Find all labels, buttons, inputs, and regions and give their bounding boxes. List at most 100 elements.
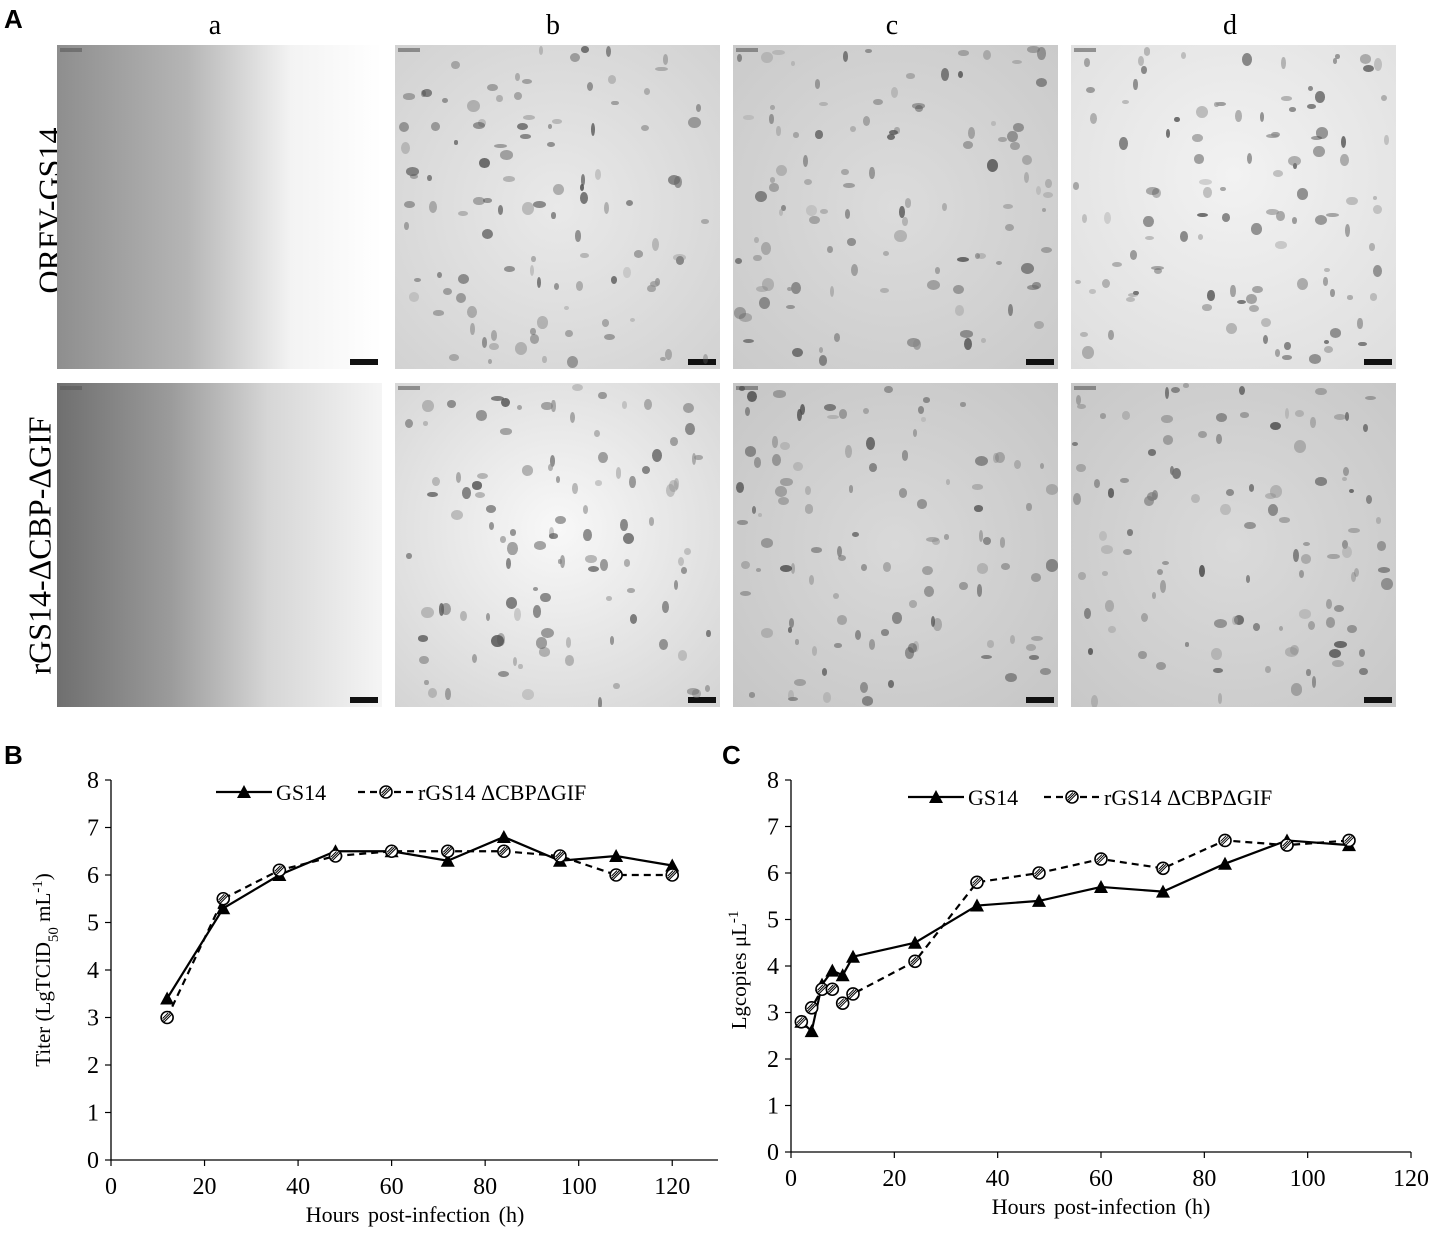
cell-speck bbox=[1201, 304, 1213, 312]
cell-speck bbox=[668, 175, 681, 186]
cell-speck bbox=[421, 606, 434, 619]
cell-speck bbox=[1014, 459, 1022, 470]
scale-bar bbox=[688, 359, 716, 365]
scale-bar bbox=[1026, 697, 1054, 703]
cell-speck bbox=[905, 72, 916, 79]
marker-triangle bbox=[970, 898, 984, 912]
cell-speck bbox=[1284, 408, 1289, 420]
cell-speck bbox=[1267, 504, 1279, 517]
cell-speck bbox=[1358, 667, 1368, 676]
cell-speck bbox=[1133, 78, 1138, 90]
x-tick-label: 80 bbox=[1192, 1166, 1216, 1192]
cell-speck bbox=[665, 349, 672, 360]
cell-speck bbox=[579, 183, 584, 191]
cell-speck bbox=[1375, 517, 1382, 524]
cell-speck bbox=[1108, 330, 1114, 341]
y-tick-label: 4 bbox=[87, 958, 99, 984]
cell-speck bbox=[652, 449, 663, 462]
cell-speck bbox=[1263, 334, 1269, 345]
cell-speck bbox=[622, 532, 635, 545]
cell-speck bbox=[945, 479, 950, 486]
marker-circle bbox=[908, 954, 922, 969]
cell-speck bbox=[1184, 642, 1190, 647]
cell-speck bbox=[822, 691, 832, 704]
cell-speck bbox=[1072, 181, 1080, 190]
cell-speck bbox=[1080, 331, 1088, 337]
cell-speck bbox=[981, 337, 987, 344]
cell-speck bbox=[1293, 162, 1298, 170]
cell-speck bbox=[1284, 647, 1298, 657]
cell-speck bbox=[487, 83, 499, 91]
marker-circle bbox=[497, 844, 511, 859]
cell-speck bbox=[761, 628, 773, 638]
x-tick-label: 40 bbox=[286, 1174, 310, 1200]
cell-speck bbox=[779, 441, 790, 451]
cell-speck bbox=[1089, 112, 1098, 125]
cell-speck bbox=[1279, 517, 1290, 523]
cell-speck bbox=[500, 150, 513, 160]
cell-speck bbox=[1308, 85, 1314, 91]
marker-triangle bbox=[665, 858, 680, 872]
cell-speck bbox=[1170, 387, 1180, 394]
cell-speck bbox=[406, 553, 412, 559]
cell-speck bbox=[1181, 52, 1187, 60]
cell-speck bbox=[776, 126, 781, 136]
cell-speck bbox=[1372, 264, 1383, 278]
marker-triangle bbox=[804, 1024, 819, 1038]
cell-speck bbox=[1280, 96, 1292, 101]
cell-speck bbox=[1007, 303, 1013, 316]
cell-speck bbox=[1272, 170, 1284, 178]
cell-speck bbox=[1344, 412, 1350, 422]
cell-speck bbox=[1220, 503, 1232, 516]
cell-speck bbox=[615, 466, 622, 479]
micrograph-orfv-b bbox=[395, 45, 720, 369]
cell-speck bbox=[779, 564, 792, 573]
cell-speck bbox=[1072, 492, 1081, 505]
cell-speck bbox=[1108, 626, 1117, 634]
cell-speck bbox=[668, 479, 679, 492]
cell-speck bbox=[1166, 129, 1171, 138]
cell-speck bbox=[580, 173, 586, 186]
cell-speck bbox=[1276, 210, 1286, 222]
y-tick-label: 4 bbox=[767, 954, 779, 980]
cell-speck bbox=[1120, 478, 1129, 484]
cell-speck bbox=[540, 592, 551, 603]
cell-speck bbox=[960, 402, 966, 407]
cell-speck bbox=[922, 566, 934, 575]
cell-speck bbox=[629, 475, 636, 489]
cell-speck bbox=[933, 618, 942, 631]
cell-speck bbox=[958, 71, 964, 79]
cell-speck bbox=[406, 167, 419, 176]
cell-speck bbox=[962, 141, 974, 150]
cell-speck bbox=[598, 391, 608, 400]
cell-speck bbox=[790, 61, 796, 67]
cell-speck bbox=[1293, 548, 1300, 562]
marker-triangle bbox=[496, 830, 511, 843]
cell-speck bbox=[494, 143, 508, 148]
cell-speck bbox=[669, 437, 678, 446]
cell-speck bbox=[848, 485, 854, 493]
cell-speck bbox=[814, 79, 821, 90]
cell-speck bbox=[1103, 211, 1112, 225]
cell-speck bbox=[626, 588, 636, 594]
cell-speck bbox=[1039, 668, 1051, 675]
x-tick-label: 20 bbox=[193, 1174, 217, 1200]
cell-speck bbox=[540, 628, 554, 639]
cell-speck bbox=[887, 680, 894, 689]
cell-speck bbox=[419, 655, 430, 664]
cell-speck bbox=[458, 210, 469, 217]
legend-label: rGS14 ΔCBPΔGIF bbox=[418, 780, 586, 805]
marker-triangle bbox=[846, 949, 860, 963]
cell-speck bbox=[740, 560, 750, 569]
y-tick-label: 1 bbox=[767, 1094, 779, 1120]
cell-speck bbox=[1225, 322, 1238, 335]
cell-speck bbox=[1328, 648, 1341, 659]
cell-speck bbox=[688, 116, 701, 129]
cell-speck bbox=[769, 183, 779, 192]
cell-speck bbox=[608, 74, 617, 84]
marker-circle bbox=[665, 868, 680, 882]
cell-speck bbox=[624, 559, 630, 567]
series-line-rgs14 bbox=[166, 850, 673, 1018]
cell-speck bbox=[869, 166, 875, 179]
